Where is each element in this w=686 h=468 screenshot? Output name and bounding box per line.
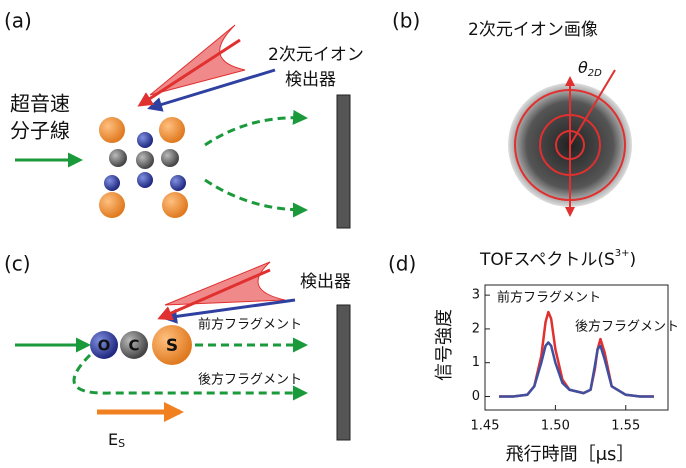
angle-symbol: θ bbox=[578, 58, 588, 77]
detector-label: 2次元イオン bbox=[268, 45, 364, 65]
laser-pulse bbox=[165, 262, 285, 305]
y-tick-label: 2 bbox=[472, 321, 480, 336]
figure: (a) 超音速 分子線 2次元イオン 検出器 (b) 2次元イオン画像 θ2D bbox=[0, 0, 686, 468]
detector-label: 検出器 bbox=[285, 70, 336, 90]
beam-label: 分子線 bbox=[10, 119, 70, 143]
atom-label: O bbox=[98, 337, 111, 355]
panel-label: (d) bbox=[388, 252, 416, 276]
fragment-path bbox=[205, 180, 305, 210]
y-axis-label: 信号強度 bbox=[434, 309, 455, 381]
panel-label: (a) bbox=[4, 9, 32, 33]
panel-c: (c) O C S 前方フラグメント 後方フラグメント 検出器 ES bbox=[4, 252, 351, 451]
panel-d: (d) TOFスペクトル(S3+) 信号強度 飛行時間［μs］ 前方フラグメント… bbox=[388, 248, 679, 465]
atom-label: C bbox=[128, 337, 139, 355]
field-subscript: S bbox=[118, 437, 125, 450]
field-label: ES bbox=[108, 430, 125, 451]
y-tick-label: 1 bbox=[472, 355, 480, 370]
chart-title: TOFスペクトル(S3+) bbox=[479, 248, 636, 270]
title-superscript: 3+ bbox=[615, 248, 630, 259]
title-text: ) bbox=[630, 250, 637, 270]
panel-label: (b) bbox=[392, 9, 420, 33]
title-text: TOFスペクトル(S bbox=[479, 250, 615, 270]
fragment-label: 後方フラグメント bbox=[198, 372, 302, 388]
panel-a: (a) 超音速 分子線 2次元イオン 検出器 bbox=[4, 9, 364, 229]
x-tick-label: 1.45 bbox=[471, 419, 500, 434]
angle-label: θ2D bbox=[578, 58, 602, 80]
panel-title: 2次元イオン画像 bbox=[468, 20, 598, 40]
annotation: 後方フラグメント bbox=[575, 319, 679, 335]
panel-label: (c) bbox=[4, 252, 31, 276]
fragment-label: 前方フラグメント bbox=[198, 317, 302, 333]
x-tick-label: 1.55 bbox=[611, 419, 640, 434]
y-tick-label: 3 bbox=[472, 288, 480, 303]
detector bbox=[337, 305, 350, 440]
detector bbox=[337, 95, 350, 228]
field-symbol: E bbox=[108, 430, 118, 449]
panel-b: (b) 2次元イオン画像 θ2D bbox=[392, 9, 632, 216]
angle-subscript: 2D bbox=[588, 68, 602, 79]
series-line bbox=[499, 342, 654, 396]
molecules bbox=[99, 117, 188, 218]
atom-label: S bbox=[166, 336, 178, 356]
fragment-path bbox=[205, 118, 305, 145]
detector-label: 検出器 bbox=[300, 272, 351, 292]
annotation: 前方フラグメント bbox=[497, 290, 601, 306]
x-axis-label: 飛行時間［μs］ bbox=[506, 444, 635, 465]
x-tick-label: 1.50 bbox=[541, 419, 570, 434]
beam-label: 超音速 bbox=[10, 92, 70, 116]
y-tick-label: 0 bbox=[472, 389, 480, 404]
